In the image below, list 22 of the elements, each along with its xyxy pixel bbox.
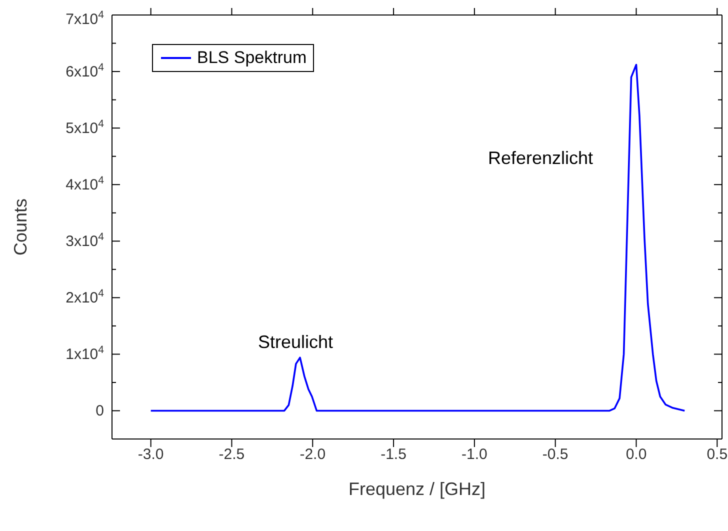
y-tick-label: 5x10$^{4}$ bbox=[66, 118, 104, 138]
legend-box: BLS Spektrum bbox=[152, 44, 314, 72]
y-tick-label: 0 bbox=[96, 402, 104, 420]
y-tick-label: 4x10$^{4}$ bbox=[66, 174, 104, 194]
annotation: Referenzlicht bbox=[488, 148, 594, 169]
x-tick-label: -3.0 bbox=[138, 446, 164, 463]
x-tick-label: 0.0 bbox=[626, 446, 647, 463]
y-tick-label: 1x10$^{4}$ bbox=[66, 344, 104, 364]
y-tick-label: 6x10$^{4}$ bbox=[66, 62, 104, 81]
legend-label: BLS Spektrum bbox=[197, 48, 307, 68]
x-tick-label: -2.5 bbox=[218, 446, 245, 463]
x-tick-label: -0.5 bbox=[542, 446, 568, 463]
x-tick-label: -2.0 bbox=[300, 446, 326, 463]
x-tick-label: -1.0 bbox=[462, 446, 488, 463]
y-tick-label: 3x10$^{4}$ bbox=[66, 231, 104, 250]
y-tick-label: 7x10$^{4}$ bbox=[66, 9, 104, 28]
x-axis-title: Frequenz / [GHz] bbox=[348, 479, 486, 499]
y-axis-title: Counts bbox=[10, 198, 30, 256]
annotation: Streulicht bbox=[258, 332, 334, 353]
x-tick-label: -1.5 bbox=[380, 446, 406, 463]
y-tick-label: 2x10$^{4}$ bbox=[66, 288, 104, 307]
x-tick-label: 0.5 bbox=[706, 446, 728, 463]
